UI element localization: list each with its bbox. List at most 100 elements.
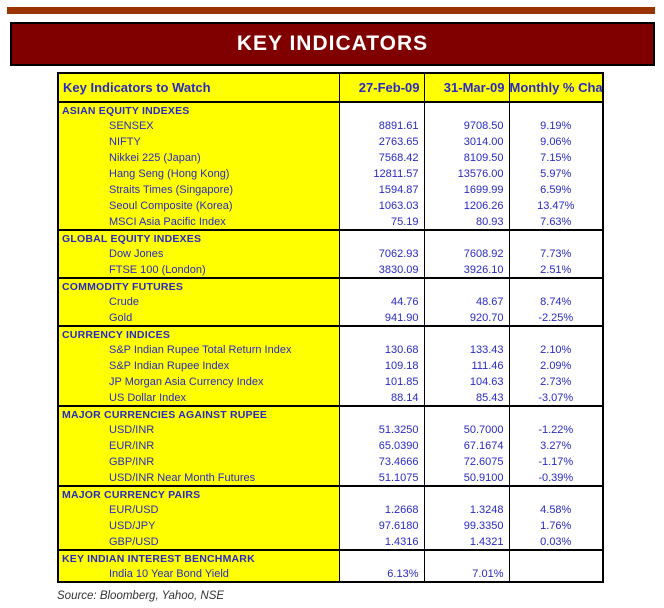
value-monthly-change: -3.07% (508, 390, 604, 406)
indicator-label: Dow Jones (57, 246, 340, 262)
value-mar: 920.70 (423, 310, 510, 326)
value-feb: 2763.65 (338, 134, 425, 150)
section-header-row: COMMODITY FUTURES (57, 277, 604, 294)
indicator-label: Hang Seng (Hong Kong) (57, 166, 340, 182)
value-monthly-change: 2.09% (508, 358, 604, 374)
empty-cell (338, 405, 425, 422)
value-mar: 3926.10 (423, 262, 510, 278)
value-monthly-change: 6.59% (508, 182, 604, 198)
value-monthly-change: 7.73% (508, 246, 604, 262)
value-feb: 130.68 (338, 342, 425, 358)
table-row: GBP/USD 1.4316 1.4321 0.03% (57, 534, 604, 550)
indicator-label: USD/JPY (57, 518, 340, 534)
value-monthly-change: 7.63% (508, 214, 604, 230)
indicator-label: FTSE 100 (London) (57, 262, 340, 278)
value-feb: 8891.61 (338, 118, 425, 134)
value-monthly-change: 4.58% (508, 502, 604, 518)
section-title: KEY INDIAN INTEREST BENCHMARK (57, 549, 340, 566)
table-row: US Dollar Index 88.14 85.43 -3.07% (57, 390, 604, 406)
section-header-row: KEY INDIAN INTEREST BENCHMARK (57, 549, 604, 566)
value-mar: 9708.50 (423, 118, 510, 134)
value-feb: 1063.03 (338, 198, 425, 214)
value-mar: 50.9100 (423, 470, 510, 486)
value-mar: 111.46 (423, 358, 510, 374)
table-row: Hang Seng (Hong Kong) 12811.57 13576.00 5.9… (57, 166, 604, 182)
section-title: MAJOR CURRENCIES AGAINST RUPEE (57, 405, 340, 422)
value-feb: 51.3250 (338, 422, 425, 438)
value-mar: 48.67 (423, 294, 510, 310)
value-mar: 1699.99 (423, 182, 510, 198)
key-indicators-table: Key Indicators to Watch 27-Feb-09 31-Mar… (57, 72, 604, 583)
table-row: FTSE 100 (London) 3830.09 3926.10 2.51% (57, 262, 604, 278)
empty-cell (508, 549, 604, 566)
value-monthly-change: 5.97% (508, 166, 604, 182)
table-row: JP Morgan Asia Currency Index 101.85 104.6… (57, 374, 604, 390)
table-row: Gold 941.90 920.70 -2.25% (57, 310, 604, 326)
column-header-feb-date: 27-Feb-09 (338, 73, 425, 103)
empty-cell (338, 325, 425, 342)
empty-cell (423, 277, 510, 294)
indicator-label: MSCI Asia Pacific Index (57, 214, 340, 230)
value-mar: 13576.00 (423, 166, 510, 182)
value-mar: 72.6075 (423, 454, 510, 470)
value-monthly-change: -0.39% (508, 470, 604, 486)
value-mar: 1206.26 (423, 198, 510, 214)
column-header-monthly-change: Monthly % Change (508, 73, 604, 103)
value-mar: 7608.92 (423, 246, 510, 262)
value-mar: 8109.50 (423, 150, 510, 166)
indicator-label: Gold (57, 310, 340, 326)
indicator-label: Nikkei 225 (Japan) (57, 150, 340, 166)
value-mar: 80.93 (423, 214, 510, 230)
value-monthly-change: -2.25% (508, 310, 604, 326)
value-feb: 101.85 (338, 374, 425, 390)
table-header-row: Key Indicators to Watch 27-Feb-09 31-Mar… (57, 73, 604, 103)
indicator-label: GBP/INR (57, 454, 340, 470)
empty-cell (423, 325, 510, 342)
indicator-label: USD/INR Near Month Futures (57, 470, 340, 486)
table-row: Seoul Composite (Korea) 1063.03 1206.26 13.… (57, 198, 604, 214)
table-row: EUR/INR 65.0390 67.1674 3.27% (57, 438, 604, 454)
value-feb: 3830.09 (338, 262, 425, 278)
table-row: SENSEX 8891.61 9708.50 9.19% (57, 118, 604, 134)
indicator-label: GBP/USD (57, 534, 340, 550)
value-mar: 104.63 (423, 374, 510, 390)
section-header-row: MAJOR CURRENCIES AGAINST RUPEE (57, 405, 604, 422)
value-feb: 65.0390 (338, 438, 425, 454)
table-row: USD/JPY 97.6180 99.3350 1.76% (57, 518, 604, 534)
indicator-label: Crude (57, 294, 340, 310)
empty-cell (338, 229, 425, 246)
column-header-mar-date: 31-Mar-09 (423, 73, 510, 103)
value-feb: 1594.87 (338, 182, 425, 198)
table-row: Nikkei 225 (Japan) 7568.42 8109.50 7.15% (57, 150, 604, 166)
table-row: India 10 Year Bond Yield 6.13% 7.01% (57, 566, 604, 582)
value-mar: 85.43 (423, 390, 510, 406)
value-feb: 75.19 (338, 214, 425, 230)
empty-cell (508, 325, 604, 342)
section-header-row: MAJOR CURRENCY PAIRS (57, 485, 604, 502)
value-mar: 3014.00 (423, 134, 510, 150)
empty-cell (508, 485, 604, 502)
empty-cell (508, 277, 604, 294)
value-mar: 67.1674 (423, 438, 510, 454)
empty-cell (508, 101, 604, 118)
empty-cell (508, 405, 604, 422)
table-row: NIFTY 2763.65 3014.00 9.06% (57, 134, 604, 150)
value-monthly-change: 1.76% (508, 518, 604, 534)
indicator-label: EUR/INR (57, 438, 340, 454)
empty-cell (423, 405, 510, 422)
indicator-label: Straits Times (Singapore) (57, 182, 340, 198)
value-monthly-change: 2.10% (508, 342, 604, 358)
value-feb: 7568.42 (338, 150, 425, 166)
value-feb: 51.1075 (338, 470, 425, 486)
indicator-label: S&P Indian Rupee Total Return Index (57, 342, 340, 358)
value-monthly-change: 8.74% (508, 294, 604, 310)
value-monthly-change: -1.22% (508, 422, 604, 438)
value-mar: 1.3248 (423, 502, 510, 518)
page-title: KEY INDICATORS (236, 32, 429, 55)
value-monthly-change: 2.51% (508, 262, 604, 278)
value-mar: 99.3350 (423, 518, 510, 534)
table-row: S&P Indian Rupee Total Return Index 130.6… (57, 342, 604, 358)
value-monthly-change: 13.47% (508, 198, 604, 214)
value-feb: 1.4316 (338, 534, 425, 550)
